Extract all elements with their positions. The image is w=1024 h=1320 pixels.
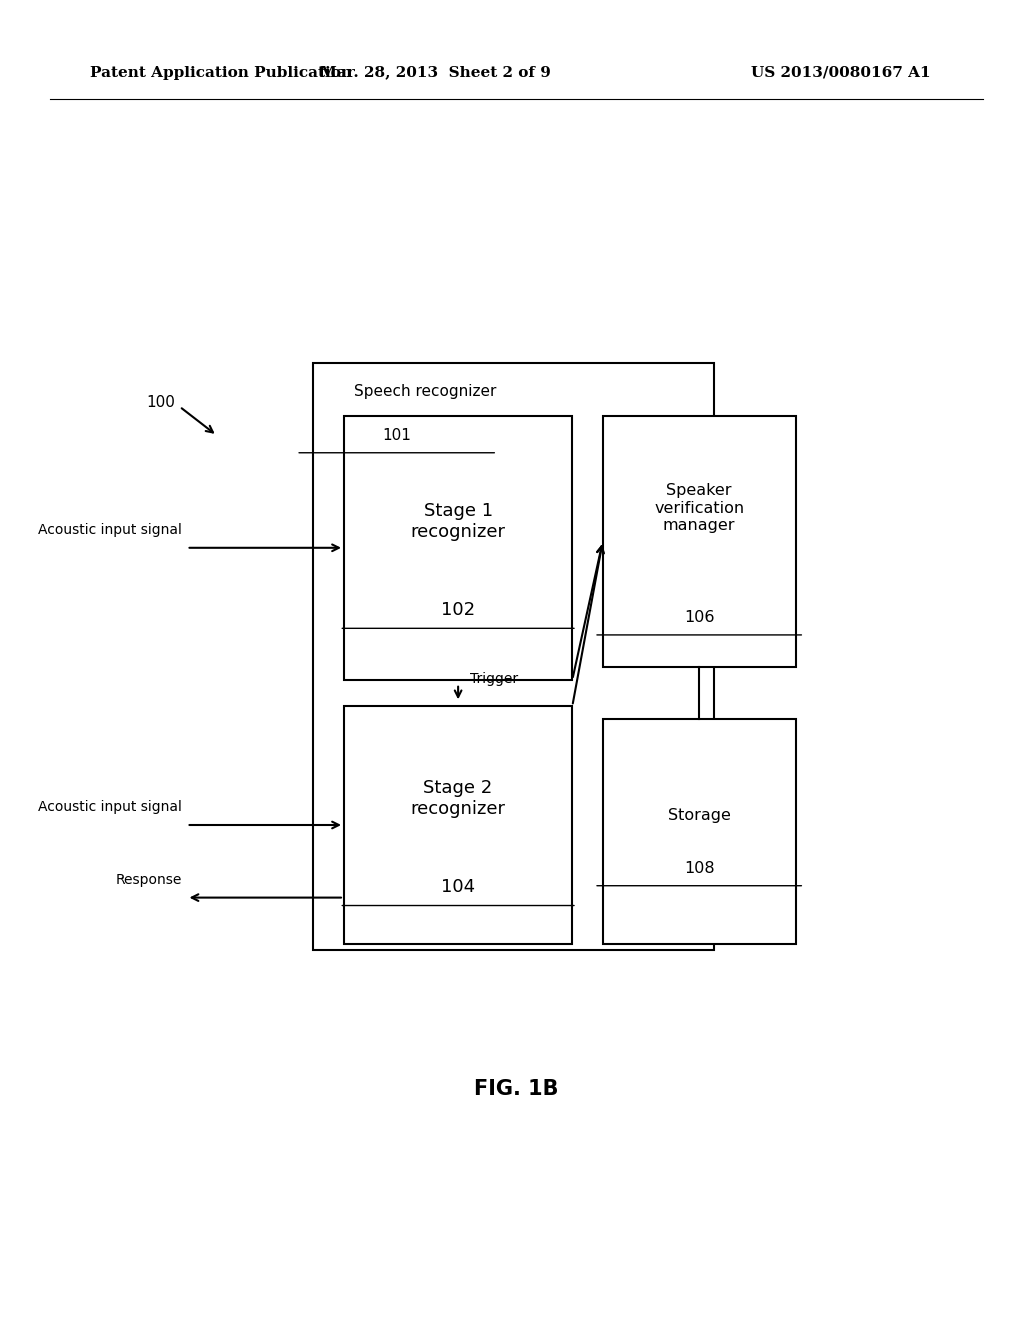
Text: 100: 100 [146,395,175,411]
Text: Mar. 28, 2013  Sheet 2 of 9: Mar. 28, 2013 Sheet 2 of 9 [319,66,551,79]
Text: Stage 1
recognizer: Stage 1 recognizer [411,502,506,541]
FancyBboxPatch shape [344,416,572,680]
Text: 106: 106 [684,610,715,626]
Text: 102: 102 [441,601,475,619]
FancyBboxPatch shape [313,363,715,950]
Text: Patent Application Publication: Patent Application Publication [90,66,352,79]
Text: Speech recognizer: Speech recognizer [354,384,497,399]
Text: 101: 101 [382,428,412,444]
FancyBboxPatch shape [603,719,796,944]
FancyBboxPatch shape [603,416,796,667]
Text: Stage 2
recognizer: Stage 2 recognizer [411,779,506,818]
Text: Acoustic input signal: Acoustic input signal [38,523,181,537]
Text: US 2013/0080167 A1: US 2013/0080167 A1 [752,66,931,79]
Text: Storage: Storage [668,808,731,824]
Text: Speaker
verification
manager: Speaker verification manager [654,483,744,533]
FancyBboxPatch shape [344,706,572,944]
Text: Trigger: Trigger [470,672,518,686]
Text: 108: 108 [684,861,715,876]
Text: Response: Response [115,873,181,887]
Text: Acoustic input signal: Acoustic input signal [38,800,181,814]
Text: FIG. 1B: FIG. 1B [474,1078,559,1100]
Text: 104: 104 [441,878,475,896]
